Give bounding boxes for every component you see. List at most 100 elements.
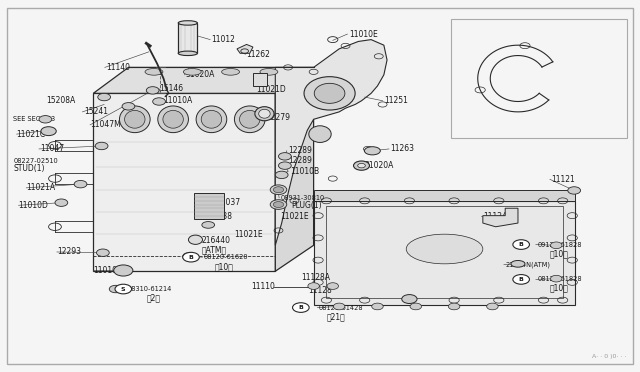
Circle shape [98, 93, 111, 101]
Ellipse shape [158, 106, 188, 133]
Text: SEE SEC.253: SEE SEC.253 [13, 116, 56, 122]
Circle shape [308, 283, 319, 289]
Polygon shape [237, 44, 253, 53]
Ellipse shape [221, 68, 239, 75]
Text: 11010D: 11010D [19, 201, 49, 210]
Text: 11140: 11140 [106, 63, 130, 72]
Circle shape [275, 171, 288, 179]
Ellipse shape [358, 163, 365, 168]
Ellipse shape [196, 106, 227, 133]
Text: 08310-61214: 08310-61214 [127, 286, 172, 292]
Circle shape [410, 303, 422, 310]
Text: 15146: 15146 [159, 84, 183, 93]
Text: （2）: （2） [147, 294, 160, 302]
FancyBboxPatch shape [253, 73, 267, 86]
Text: 11021E: 11021E [234, 230, 262, 240]
Text: 11047M: 11047M [90, 121, 121, 129]
Circle shape [513, 240, 529, 249]
Text: 09120-61828: 09120-61828 [537, 241, 582, 247]
Text: 11010E: 11010E [349, 29, 378, 39]
Circle shape [74, 180, 87, 188]
Ellipse shape [201, 110, 221, 128]
Text: 11262: 11262 [246, 50, 271, 59]
Text: 08120-61828: 08120-61828 [537, 276, 582, 282]
Ellipse shape [178, 51, 197, 55]
Circle shape [109, 285, 122, 293]
Ellipse shape [304, 77, 355, 110]
Circle shape [41, 127, 56, 136]
Text: 11021E: 11021E [280, 212, 309, 221]
Ellipse shape [260, 68, 278, 75]
Circle shape [550, 275, 562, 282]
Text: 11010: 11010 [93, 266, 117, 275]
Text: 31020A: 31020A [365, 161, 394, 170]
Ellipse shape [188, 235, 202, 244]
Text: 11021C: 11021C [17, 129, 46, 139]
Circle shape [278, 153, 291, 160]
Circle shape [270, 185, 287, 195]
Circle shape [292, 303, 309, 312]
Text: （10）: （10） [550, 249, 569, 258]
Text: B: B [519, 277, 524, 282]
Text: ATM: ATM [500, 126, 518, 136]
Text: 08120-61428: 08120-61428 [319, 305, 364, 311]
Polygon shape [314, 190, 575, 201]
Text: 11012: 11012 [211, 35, 236, 44]
Text: 08120-61620: 08120-61620 [204, 254, 248, 260]
Circle shape [153, 98, 166, 105]
Text: STUD(1): STUD(1) [13, 164, 45, 173]
Ellipse shape [309, 126, 331, 142]
Text: B: B [519, 242, 524, 247]
Circle shape [402, 295, 417, 304]
Ellipse shape [364, 147, 380, 155]
Text: 08227-02510: 08227-02510 [13, 158, 58, 164]
Text: 31020A: 31020A [186, 70, 215, 79]
Ellipse shape [183, 68, 201, 75]
Ellipse shape [120, 106, 150, 133]
Text: 216440: 216440 [202, 236, 231, 246]
Text: （10）: （10） [214, 262, 234, 271]
Circle shape [55, 199, 68, 206]
Polygon shape [483, 208, 518, 227]
Polygon shape [275, 39, 387, 245]
Circle shape [182, 253, 195, 260]
Text: B: B [298, 305, 303, 310]
Circle shape [270, 200, 287, 209]
Circle shape [39, 116, 52, 123]
Text: 11251: 11251 [384, 96, 408, 105]
Circle shape [372, 303, 383, 310]
Text: PLUG(1): PLUG(1) [291, 201, 322, 210]
Circle shape [449, 303, 460, 310]
Text: 12289: 12289 [288, 146, 312, 155]
Text: 11021A: 11021A [26, 183, 56, 192]
Ellipse shape [163, 110, 183, 128]
Ellipse shape [353, 161, 369, 170]
Polygon shape [193, 193, 224, 219]
Text: 11021D: 11021D [256, 85, 286, 94]
Ellipse shape [178, 21, 197, 25]
Text: 11124: 11124 [483, 212, 507, 221]
Ellipse shape [239, 110, 260, 128]
Circle shape [273, 187, 284, 193]
Text: 11047: 11047 [40, 144, 65, 153]
Text: 11010A: 11010A [164, 96, 193, 105]
Text: 11128A: 11128A [301, 273, 330, 282]
Text: A· · 0 )0· · ·: A· · 0 )0· · · [592, 354, 627, 359]
Circle shape [327, 283, 339, 289]
Polygon shape [93, 93, 275, 271]
FancyBboxPatch shape [451, 19, 627, 138]
Text: 11037: 11037 [216, 198, 241, 207]
Circle shape [513, 275, 529, 284]
Text: （21）: （21） [326, 312, 345, 321]
Polygon shape [314, 201, 575, 305]
Polygon shape [93, 67, 314, 93]
Text: S: S [121, 286, 125, 292]
Circle shape [97, 249, 109, 256]
Text: 15208A: 15208A [47, 96, 76, 105]
Circle shape [273, 202, 284, 208]
Text: 11121: 11121 [551, 175, 575, 184]
Text: 12279: 12279 [266, 113, 290, 122]
Ellipse shape [406, 234, 483, 264]
Circle shape [114, 265, 133, 276]
Polygon shape [275, 67, 314, 271]
